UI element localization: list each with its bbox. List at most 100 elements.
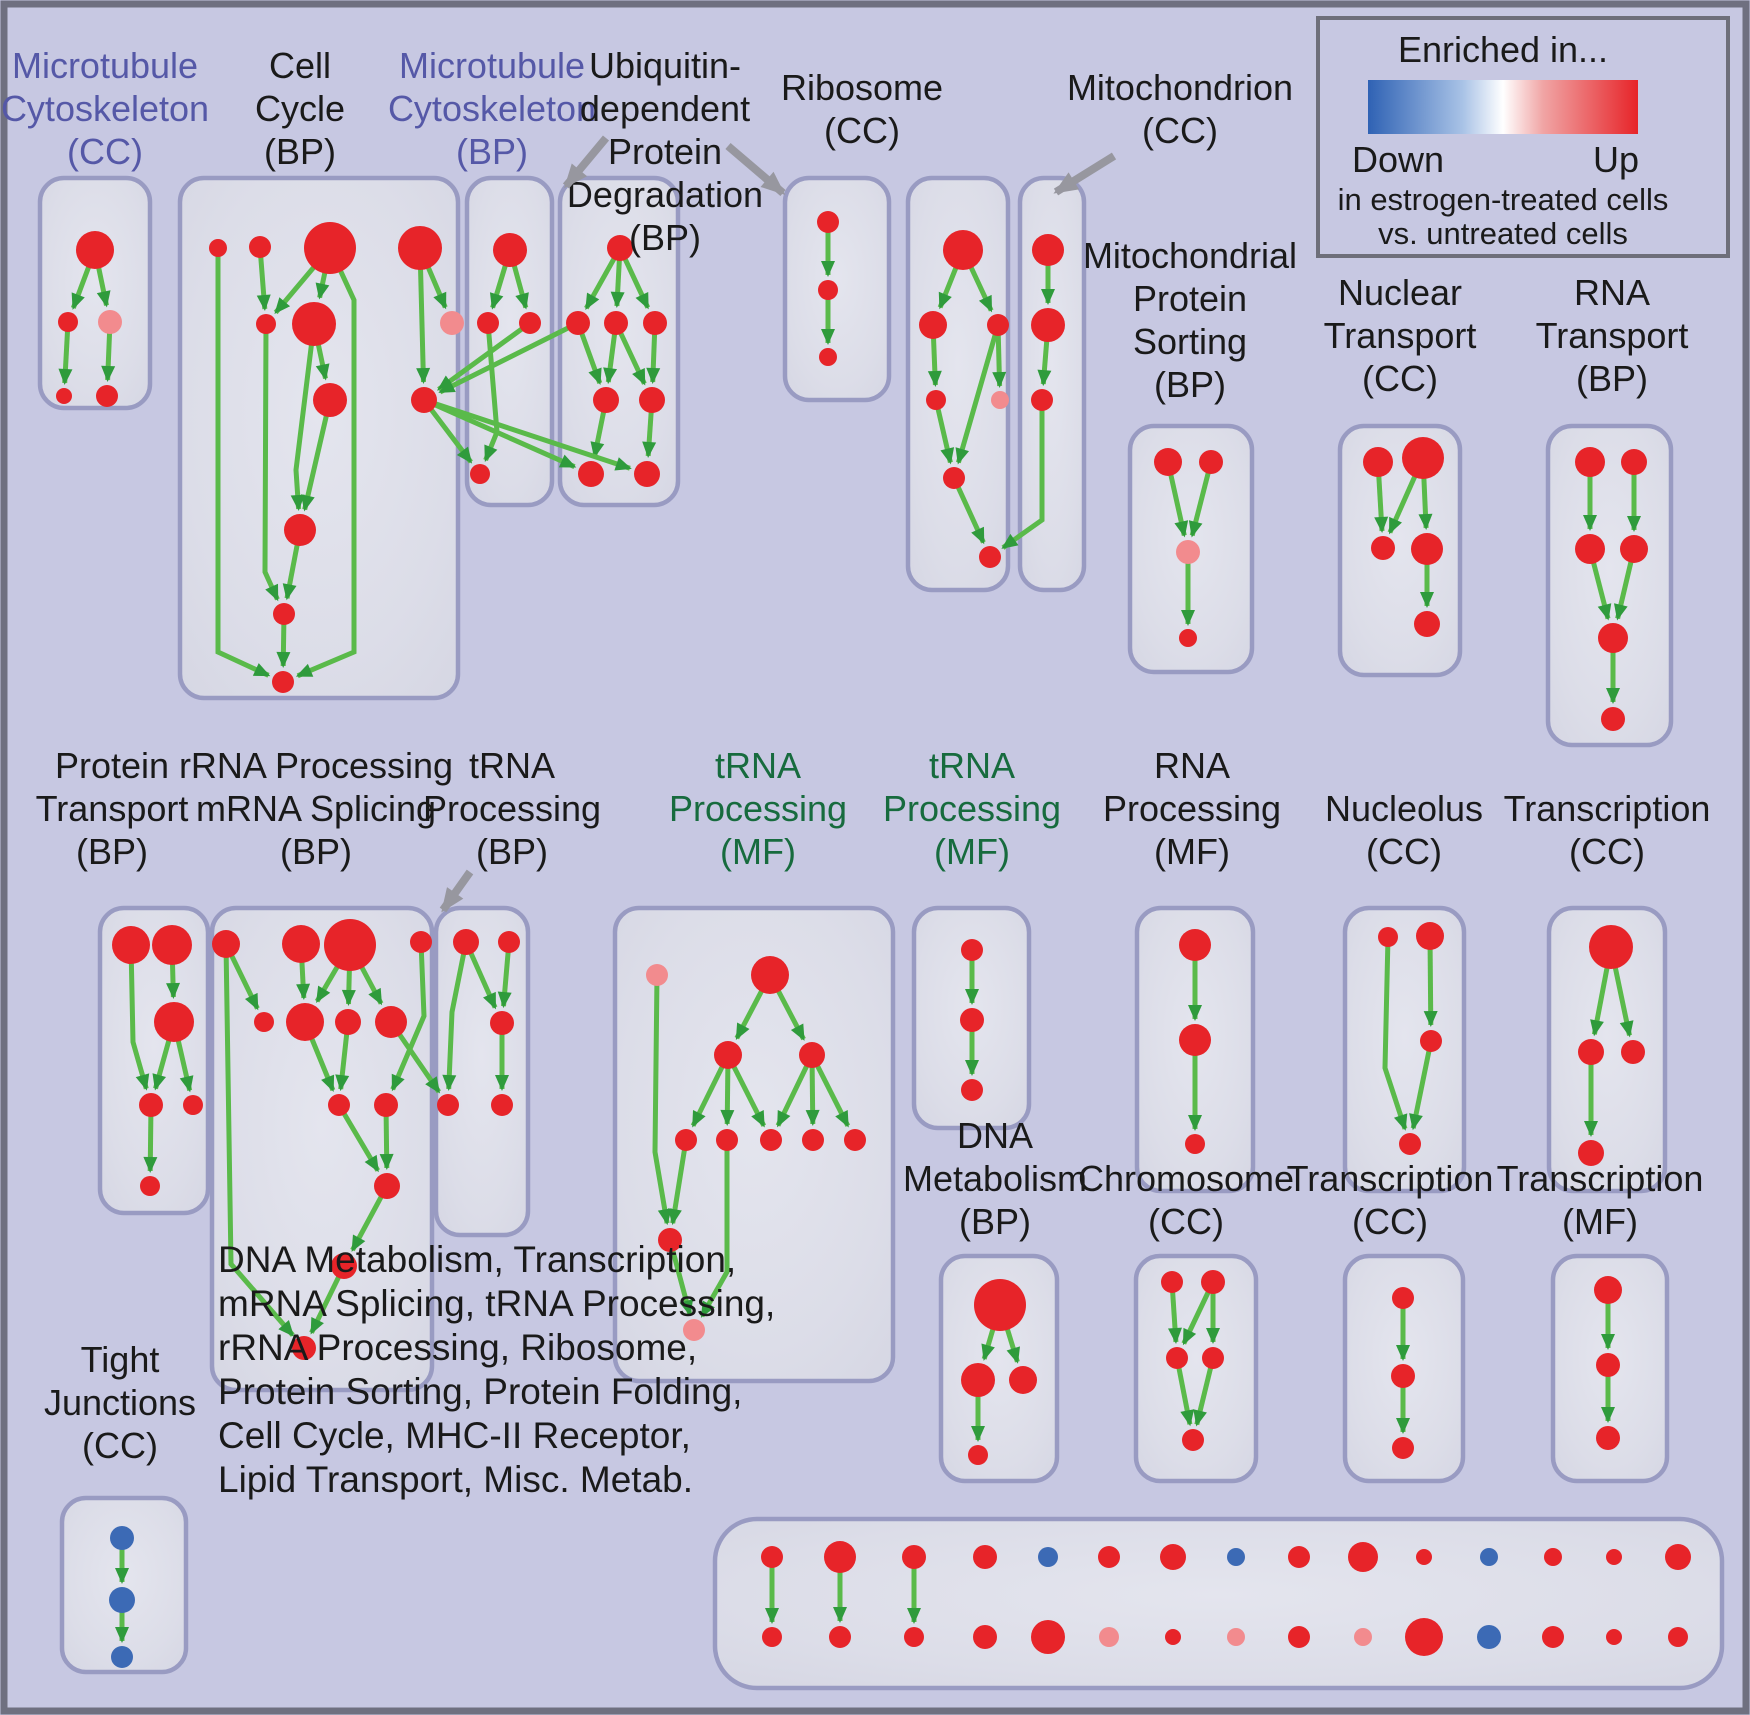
cluster-label-line: Nuclear — [1338, 272, 1462, 313]
go-term-node — [1378, 927, 1398, 947]
go-term-node — [1288, 1626, 1310, 1648]
cluster-label-dnamet: DNA Metabolism (BP) — [903, 1115, 1087, 1242]
cluster-label-line: (CC) — [1366, 831, 1442, 872]
go-term-node — [751, 956, 789, 994]
cluster-label-line: Junctions — [44, 1382, 196, 1423]
cluster-label-line: Protein — [1133, 278, 1247, 319]
go-term-node — [991, 391, 1009, 409]
go-term-node — [943, 230, 983, 270]
go-term-node — [1420, 1030, 1442, 1052]
go-term-node — [961, 1363, 995, 1397]
cluster-label-line: tRNA — [469, 745, 555, 786]
cluster-label-line: Microtubule — [399, 45, 585, 86]
enrichment-edge — [809, 1053, 851, 1128]
cluster-label-line: Protein — [608, 131, 722, 172]
cluster-label-line: (BP) — [76, 831, 148, 872]
cluster-label-line: Transport — [36, 788, 189, 829]
cluster-label-line: (CC) — [82, 1425, 158, 1466]
go-term-node — [658, 1228, 682, 1252]
go-term-node — [110, 1526, 134, 1550]
go-term-node — [477, 312, 499, 334]
enrichment-edge — [58, 321, 73, 385]
go-term-node — [1594, 1276, 1622, 1304]
cluster-label-line: Protein — [55, 745, 169, 786]
go-term-node — [919, 311, 947, 339]
enrichment-edge — [775, 1053, 815, 1128]
legend-title: Enriched in... — [1398, 29, 1608, 70]
cluster-label-line: Cycle — [255, 88, 345, 129]
cluster-label-line: (BP) — [1154, 364, 1226, 405]
cluster-label-rrna: rRNA Processing mRNA Splicing (BP) — [179, 745, 453, 872]
misc-categories-text-line: Lipid Transport, Misc. Metab. — [218, 1459, 693, 1500]
cluster-label-line: RNA — [1154, 745, 1230, 786]
go-term-node — [926, 390, 946, 410]
go-term-node — [292, 1336, 316, 1360]
go-term-node — [578, 461, 604, 487]
go-term-node — [1621, 449, 1647, 475]
enrichment-edge — [301, 399, 333, 512]
go-term-node — [1414, 611, 1440, 637]
go-term-node — [139, 1093, 163, 1117]
cluster-label-line: (CC) — [1362, 358, 1438, 399]
label-pointer-arrow-trna-bp-to-box — [439, 869, 474, 913]
enrichment-edge — [699, 1140, 730, 1318]
go-term-node — [1575, 534, 1605, 564]
go-term-node — [818, 280, 838, 300]
cluster-label-line: Tight — [81, 1339, 160, 1380]
cluster-label-line: (BP) — [264, 131, 336, 172]
go-term-node — [1202, 1347, 1224, 1369]
legend-down-label: Down — [1352, 139, 1444, 180]
enrichment-edge — [1409, 1040, 1434, 1131]
cluster-label-txmf: Transcription (MF) — [1497, 1158, 1704, 1242]
go-term-node — [802, 1129, 824, 1151]
enrichment-edge — [423, 397, 632, 471]
cluster-label-line: (MF) — [720, 831, 796, 872]
go-term-node — [1038, 1547, 1058, 1567]
go-term-node — [453, 929, 479, 955]
enrichment-edge — [652, 974, 672, 1226]
legend-subtitle-line2: vs. untreated cells — [1378, 216, 1628, 251]
go-term-node — [1416, 1549, 1432, 1565]
go-term-node — [1665, 1544, 1691, 1570]
go-term-node — [643, 311, 667, 335]
enrichment-edge — [416, 247, 431, 384]
cluster-box-mito — [1017, 175, 1087, 593]
enrichment-edge — [223, 943, 295, 1337]
go-term-node — [683, 1319, 705, 1341]
cluster-label-line: Degradation — [567, 174, 763, 215]
go-term-node — [111, 1646, 133, 1668]
cluster-label-line: (CC) — [1352, 1201, 1428, 1242]
go-term-node — [1201, 1270, 1225, 1294]
cluster-label-line: tRNA — [715, 745, 801, 786]
cluster-label-line: (CC) — [1148, 1201, 1224, 1242]
go-term-node — [817, 211, 839, 233]
label-pointer-arrow-ubiquitin-to-left-box — [562, 135, 610, 189]
go-term-node — [1227, 1628, 1245, 1646]
go-term-node — [374, 1173, 400, 1199]
cluster-label-sorting: Mitochondrial Protein Sorting (BP) — [1083, 235, 1297, 405]
go-term-node — [1480, 1548, 1498, 1566]
go-term-node — [76, 231, 114, 269]
go-term-node — [960, 1008, 984, 1032]
go-term-node — [1589, 925, 1633, 969]
go-term-node — [1348, 1542, 1378, 1572]
cluster-label-line: (MF) — [1562, 1201, 1638, 1242]
go-term-node — [961, 939, 983, 961]
cluster-label-line: (BP) — [629, 217, 701, 258]
cluster-label-pt: Protein Transport (BP) — [36, 745, 189, 872]
go-term-node — [1601, 707, 1625, 731]
cluster-box-mtcc — [37, 175, 153, 411]
go-term-node — [1154, 448, 1182, 476]
go-term-node — [634, 461, 660, 487]
cluster-box-chromo — [1133, 1253, 1259, 1484]
cluster-label-line: (BP) — [959, 1201, 1031, 1242]
go-term-node — [411, 387, 437, 413]
go-term-node — [1575, 447, 1605, 477]
go-term-node — [398, 226, 442, 270]
enrichment-edge — [1188, 461, 1214, 538]
go-term-node — [829, 1626, 851, 1648]
go-term-node — [762, 1627, 782, 1647]
go-term-node — [761, 1546, 783, 1568]
cluster-label-line: Nucleolus — [1325, 788, 1483, 829]
